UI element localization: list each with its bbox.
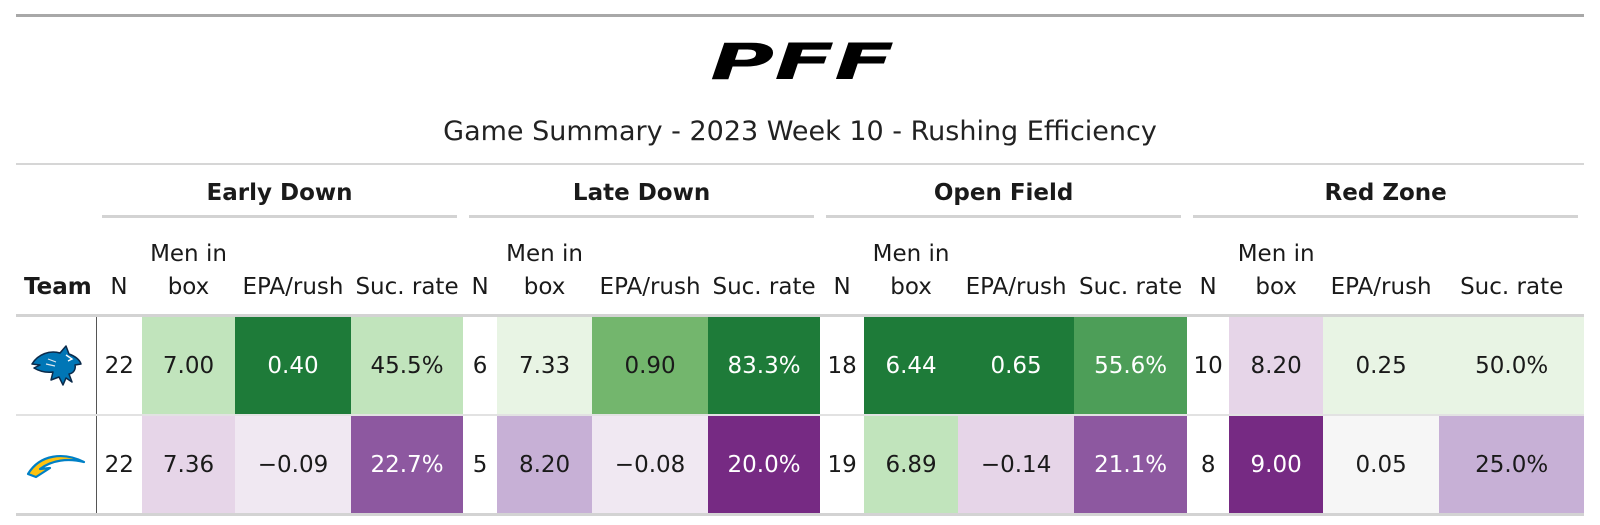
- cell-late-down-success-rate: 20.0%: [708, 415, 821, 516]
- column-header-success-rate: Suc. rate: [351, 220, 464, 317]
- column-header-n: N: [463, 220, 498, 317]
- group-header-row: Early Down Late Down Open Field Red Zone: [16, 166, 1584, 220]
- cell-open-field-epa-rush: −0.14: [958, 415, 1075, 516]
- column-header-men-in-box: Men in box: [1229, 220, 1324, 317]
- cell-open-field-men-in-box: 6.44: [864, 315, 959, 416]
- rushing-efficiency-table: Early Down Late Down Open Field Red Zone…: [16, 166, 1585, 516]
- header-line: Men in: [1237, 241, 1315, 267]
- header-line: box: [890, 274, 932, 300]
- cell-early-down-epa-rush: 0.40: [235, 315, 351, 416]
- header-line: box: [1255, 274, 1297, 300]
- column-header-row: Team N Men in box EPA/rush Suc. rate N Me…: [16, 220, 1585, 317]
- cell-open-field-success-rate: 21.1%: [1074, 415, 1188, 516]
- cell-early-down-men-in-box: 7.00: [142, 315, 235, 416]
- column-header-epa-rush: EPA/rush: [235, 220, 351, 317]
- cell-red-zone-n: 10: [1187, 315, 1230, 416]
- cell-open-field-success-rate: 55.6%: [1074, 315, 1188, 416]
- header-line: box: [523, 274, 566, 300]
- lions-logo-icon: [31, 344, 82, 386]
- column-header-epa-rush: EPA/rush: [1323, 220, 1440, 317]
- group-header-early-down: Early Down: [96, 166, 463, 220]
- column-header-men-in-box: Men in box: [142, 220, 235, 317]
- group-label: Late Down: [469, 169, 815, 218]
- cell-late-down-n: 6: [463, 315, 498, 416]
- column-header-epa-rush: EPA/rush: [592, 220, 709, 317]
- group-label: Open Field: [826, 169, 1182, 218]
- group-header-red-zone: Red Zone: [1187, 166, 1584, 220]
- top-rule: [16, 14, 1584, 17]
- cell-open-field-n: 19: [820, 415, 865, 516]
- column-header-men-in-box: Men in box: [497, 220, 593, 317]
- cell-early-down-n: 22: [96, 415, 142, 516]
- cell-late-down-men-in-box: 7.33: [497, 315, 593, 416]
- group-header-spacer: [16, 166, 96, 220]
- cell-late-down-epa-rush: 0.90: [592, 315, 709, 416]
- header-line: Men in: [872, 241, 950, 267]
- cell-late-down-men-in-box: 8.20: [497, 415, 593, 516]
- header-line: Men in: [150, 241, 227, 267]
- cell-early-down-men-in-box: 7.36: [142, 415, 235, 516]
- cell-early-down-success-rate: 45.5%: [351, 315, 464, 416]
- cell-red-zone-success-rate: 25.0%: [1439, 415, 1585, 516]
- cell-red-zone-success-rate: 50.0%: [1439, 315, 1585, 416]
- column-header-n: N: [820, 220, 865, 317]
- cell-late-down-success-rate: 83.3%: [708, 315, 821, 416]
- cell-late-down-epa-rush: −0.08: [592, 415, 709, 516]
- cell-open-field-men-in-box: 6.89: [864, 415, 959, 516]
- cell-open-field-epa-rush: 0.65: [958, 315, 1075, 416]
- page-title: Game Summary - 2023 Week 10 - Rushing Ef…: [443, 116, 1157, 147]
- cell-red-zone-men-in-box: 9.00: [1229, 415, 1324, 516]
- column-header-team: Team: [16, 220, 96, 317]
- cell-red-zone-epa-rush: 0.25: [1323, 315, 1440, 416]
- table-row-lions: 22 7.00 0.40 45.5% 6 7.33 0.90 83.3% 18 …: [16, 315, 1585, 416]
- group-label: Early Down: [102, 169, 458, 218]
- cell-red-zone-men-in-box: 8.20: [1229, 315, 1324, 416]
- cell-red-zone-epa-rush: 0.05: [1323, 415, 1440, 516]
- column-header-success-rate: Suc. rate: [1074, 220, 1188, 317]
- group-label: Red Zone: [1193, 169, 1579, 218]
- cell-open-field-n: 18: [820, 315, 865, 416]
- team-cell: [16, 415, 97, 516]
- pff-logo-text: PFF: [710, 38, 894, 86]
- chargers-logo-icon: [26, 454, 85, 478]
- header-line: box: [167, 274, 210, 300]
- cell-early-down-epa-rush: −0.09: [235, 415, 351, 516]
- cell-early-down-success-rate: 22.7%: [351, 415, 464, 516]
- column-header-men-in-box: Men in box: [864, 220, 959, 317]
- group-header-late-down: Late Down: [463, 166, 820, 220]
- team-cell: [16, 315, 97, 416]
- cell-late-down-n: 5: [463, 415, 498, 516]
- title-rule: [16, 163, 1584, 165]
- cell-early-down-n: 22: [96, 315, 142, 416]
- table-row-chargers: 22 7.36 −0.09 22.7% 5 8.20 −0.08 20.0% 1…: [16, 415, 1585, 516]
- column-header-n: N: [96, 220, 142, 317]
- pff-logo: PFF: [710, 38, 894, 86]
- cell-red-zone-n: 8: [1187, 415, 1230, 516]
- column-header-epa-rush: EPA/rush: [958, 220, 1075, 317]
- header-line: Men in: [506, 241, 583, 267]
- column-header-n: N: [1187, 220, 1230, 317]
- column-header-success-rate: Suc. rate: [708, 220, 821, 317]
- column-header-success-rate: Suc. rate: [1439, 220, 1585, 317]
- group-header-open-field: Open Field: [820, 166, 1187, 220]
